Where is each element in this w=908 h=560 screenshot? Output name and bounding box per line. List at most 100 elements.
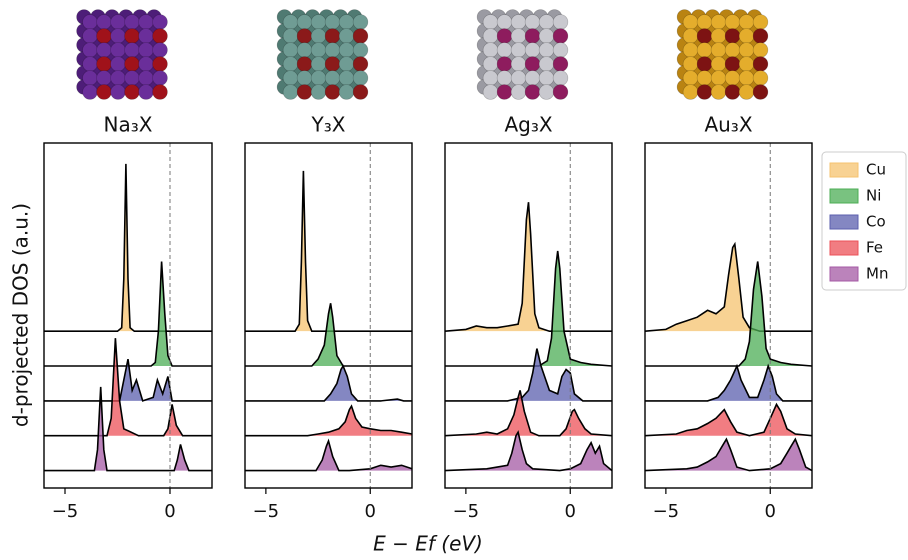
panel-frame	[444, 142, 613, 489]
atom	[682, 56, 699, 72]
atom	[696, 42, 713, 58]
atom	[338, 42, 355, 58]
atom	[310, 42, 327, 58]
atom	[538, 42, 555, 58]
atom	[538, 56, 555, 72]
atom	[752, 84, 769, 100]
atom	[152, 14, 168, 30]
atom	[482, 28, 499, 44]
atom	[352, 84, 369, 100]
atom	[296, 14, 313, 30]
panel-title: Ag₃X	[504, 113, 552, 137]
dos-curve	[644, 437, 813, 472]
legend-label: Cu	[866, 161, 886, 179]
atom	[82, 56, 98, 72]
atom	[310, 56, 327, 72]
atom	[710, 56, 727, 72]
atom	[82, 84, 98, 100]
panel-title: Au₃X	[704, 113, 752, 137]
atom	[552, 84, 569, 100]
atom	[282, 84, 299, 100]
atom	[710, 70, 727, 86]
atom	[338, 84, 355, 100]
dos-curve	[444, 202, 612, 332]
x-tick-label: −5	[52, 501, 79, 522]
dos-curve	[245, 303, 412, 367]
legend-swatch	[829, 188, 859, 204]
atom	[696, 14, 713, 30]
atom	[752, 70, 769, 86]
atom	[124, 14, 140, 30]
legend-swatch	[829, 266, 859, 282]
atom	[552, 56, 569, 72]
dos-curve	[644, 241, 812, 332]
atom	[752, 14, 769, 30]
atom	[338, 28, 355, 44]
atom	[738, 14, 755, 30]
atom	[324, 28, 341, 44]
dos-fill	[245, 303, 412, 367]
atom	[710, 14, 727, 30]
atom	[724, 70, 741, 86]
atom	[538, 28, 555, 44]
atom	[138, 28, 154, 44]
dos-fill	[245, 170, 412, 332]
atom	[352, 42, 369, 58]
panel-frame	[244, 142, 413, 489]
x-tick-label: −5	[653, 501, 680, 522]
atom	[724, 14, 741, 30]
atom	[296, 28, 313, 44]
dos-curve	[245, 404, 413, 437]
atom	[738, 42, 755, 58]
atom	[96, 42, 112, 58]
atom	[724, 42, 741, 58]
atom	[538, 70, 555, 86]
dos-curve	[644, 402, 813, 437]
atom	[296, 84, 313, 100]
dos-curve	[44, 386, 212, 472]
atom	[96, 56, 112, 72]
atom	[352, 56, 369, 72]
atom	[324, 84, 341, 100]
atom	[138, 56, 154, 72]
dos-curve	[245, 364, 412, 402]
atom	[696, 56, 713, 72]
atom	[352, 28, 369, 44]
atom	[282, 42, 299, 58]
atom	[510, 14, 527, 30]
atom	[552, 70, 569, 86]
dos-curve	[44, 338, 212, 437]
atom	[482, 70, 499, 86]
x-tick-label: 0	[365, 501, 376, 522]
atom	[510, 28, 527, 44]
dos-curve	[245, 170, 412, 332]
atom	[538, 14, 555, 30]
atom	[524, 14, 541, 30]
atom	[282, 70, 299, 86]
atom	[96, 84, 112, 100]
dos-fill	[245, 406, 412, 436]
atom	[738, 56, 755, 72]
atom	[552, 14, 569, 30]
dos-curve	[44, 261, 212, 367]
atom	[682, 70, 699, 86]
x-tick-label: −5	[253, 501, 280, 522]
atom	[324, 14, 341, 30]
legend-swatch	[829, 240, 859, 256]
atom	[724, 84, 741, 100]
atom	[510, 70, 527, 86]
atom	[124, 42, 140, 58]
atom	[710, 28, 727, 44]
atom	[82, 70, 98, 86]
atom	[682, 14, 699, 30]
atom	[338, 70, 355, 86]
dos-fill	[44, 163, 212, 332]
y-axis-label: d-projected DOS (a.u.)	[9, 203, 33, 427]
dos-fill	[645, 404, 812, 436]
atom	[524, 42, 541, 58]
atom	[496, 84, 513, 100]
atom	[482, 84, 499, 100]
dos-curve	[445, 348, 612, 402]
dos-curve	[44, 358, 212, 402]
atom	[524, 56, 541, 72]
